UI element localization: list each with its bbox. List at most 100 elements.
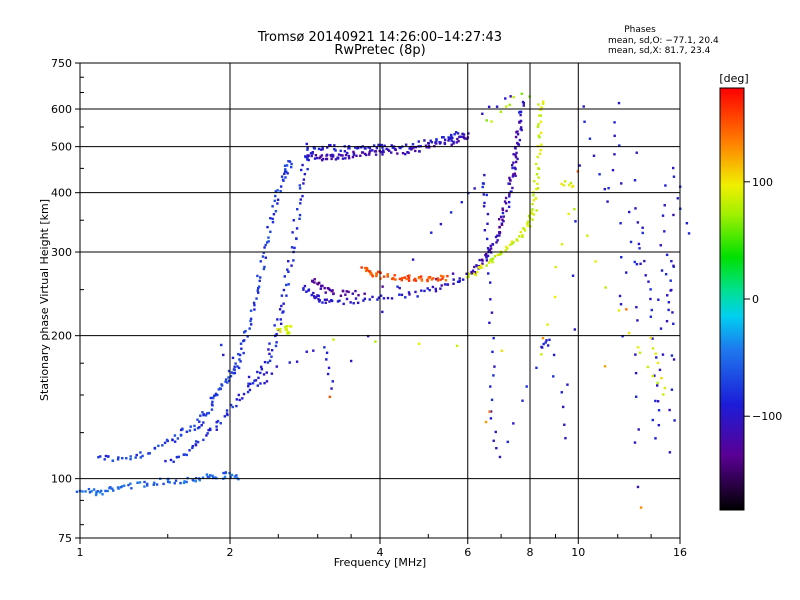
data-point bbox=[485, 255, 488, 258]
data-point bbox=[512, 241, 515, 244]
data-point bbox=[423, 139, 426, 142]
data-point bbox=[535, 209, 538, 212]
data-point bbox=[444, 279, 448, 282]
data-point bbox=[226, 413, 229, 417]
data-point bbox=[75, 490, 79, 493]
data-point bbox=[498, 226, 501, 229]
data-point bbox=[368, 298, 371, 301]
data-point bbox=[603, 187, 607, 191]
data-point bbox=[325, 358, 328, 361]
data-point bbox=[381, 146, 384, 149]
data-point bbox=[84, 490, 87, 493]
data-point bbox=[414, 279, 418, 282]
data-point bbox=[224, 378, 228, 381]
data-point bbox=[619, 303, 623, 306]
data-point bbox=[497, 217, 501, 221]
data-point bbox=[492, 439, 495, 442]
data-point bbox=[305, 350, 308, 353]
data-point bbox=[220, 384, 224, 387]
data-point bbox=[225, 409, 229, 412]
data-point bbox=[347, 290, 350, 294]
data-point bbox=[427, 142, 430, 145]
data-point bbox=[519, 126, 523, 129]
data-point bbox=[111, 487, 114, 490]
data-point bbox=[400, 293, 404, 297]
data-point bbox=[390, 297, 394, 300]
data-point bbox=[518, 235, 521, 238]
data-point bbox=[443, 142, 447, 146]
data-point bbox=[284, 283, 288, 287]
data-point bbox=[480, 266, 483, 270]
data-point bbox=[264, 243, 267, 247]
data-point bbox=[521, 235, 524, 239]
phase-stats: Phases mean, sd,O: −77.1, 20.4 mean, sd,… bbox=[608, 25, 719, 56]
data-point bbox=[325, 351, 329, 354]
data-point bbox=[657, 409, 661, 412]
data-point bbox=[302, 182, 305, 185]
data-point bbox=[504, 202, 508, 205]
data-point bbox=[306, 146, 309, 150]
data-point bbox=[439, 141, 442, 144]
data-point bbox=[333, 144, 336, 147]
data-point bbox=[598, 173, 601, 176]
data-point bbox=[191, 444, 195, 448]
data-point bbox=[290, 264, 293, 267]
data-point bbox=[441, 277, 444, 280]
data-point bbox=[660, 269, 664, 272]
data-point bbox=[452, 282, 455, 285]
data-point bbox=[318, 281, 321, 285]
data-point bbox=[211, 404, 214, 407]
data-point bbox=[663, 204, 666, 207]
data-point bbox=[406, 274, 410, 278]
data-point bbox=[545, 339, 548, 342]
data-point bbox=[563, 180, 567, 183]
data-point bbox=[229, 375, 233, 378]
data-point bbox=[239, 360, 242, 363]
data-point bbox=[173, 482, 176, 485]
data-point bbox=[606, 200, 609, 203]
x-tick-label: 8 bbox=[527, 546, 534, 559]
data-point bbox=[521, 399, 524, 402]
data-point bbox=[417, 140, 420, 143]
y-tick-label: 300 bbox=[51, 246, 72, 259]
data-point bbox=[490, 311, 494, 314]
data-point bbox=[169, 458, 173, 462]
colorbar-tick-label: 0 bbox=[752, 293, 759, 306]
data-point bbox=[443, 138, 447, 141]
data-point bbox=[458, 279, 462, 283]
data-point bbox=[582, 105, 585, 108]
data-point bbox=[531, 208, 534, 211]
data-point bbox=[365, 266, 369, 270]
data-point bbox=[279, 190, 282, 193]
data-point bbox=[284, 176, 287, 179]
x-tick-label: 6 bbox=[464, 546, 471, 559]
data-point bbox=[651, 374, 655, 378]
data-point bbox=[224, 380, 227, 383]
data-point bbox=[130, 487, 133, 490]
data-point bbox=[379, 294, 383, 297]
data-point bbox=[456, 132, 460, 135]
data-point bbox=[347, 154, 351, 158]
data-point bbox=[502, 215, 505, 218]
data-point bbox=[276, 189, 279, 192]
data-point bbox=[179, 428, 183, 432]
data-point bbox=[129, 455, 132, 458]
data-point bbox=[611, 168, 615, 172]
data-point bbox=[552, 375, 555, 378]
data-point bbox=[518, 138, 522, 142]
data-point bbox=[283, 164, 287, 167]
data-point bbox=[646, 365, 650, 369]
data-point bbox=[512, 153, 515, 156]
data-point bbox=[539, 120, 543, 123]
data-point bbox=[379, 271, 382, 274]
data-point bbox=[286, 332, 289, 335]
data-point bbox=[439, 278, 442, 281]
data-point bbox=[256, 289, 259, 292]
data-point bbox=[119, 486, 123, 489]
data-point bbox=[274, 194, 277, 198]
data-point bbox=[295, 227, 299, 230]
data-point bbox=[420, 279, 424, 282]
data-point bbox=[315, 296, 318, 299]
data-point bbox=[546, 344, 550, 347]
data-point bbox=[493, 255, 497, 258]
